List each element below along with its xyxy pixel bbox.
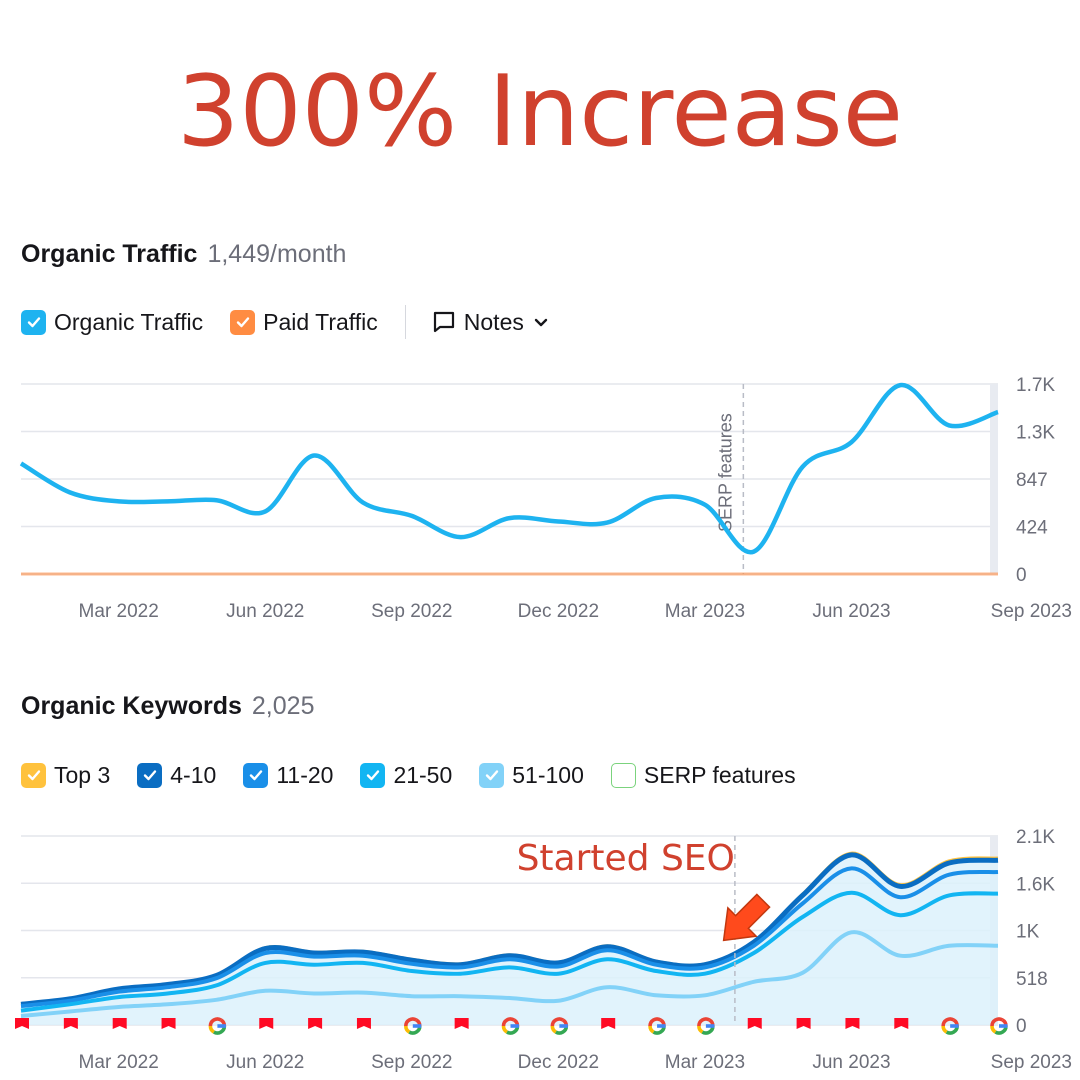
flag-marker-icon[interactable] <box>308 1018 323 1029</box>
traffic-title: Organic Traffic <box>21 240 198 268</box>
flag-marker-icon[interactable] <box>15 1018 29 1029</box>
checkbox-checked-icon[interactable] <box>243 762 269 788</box>
x-tick-label: Mar 2023 <box>665 1052 745 1073</box>
x-tick-label: Dec 2022 <box>518 601 599 622</box>
chart-scroll-edge <box>990 384 998 574</box>
traffic-legend: Organic Traffic Paid Traffic Notes <box>21 305 550 339</box>
legend-label: 4-10 <box>170 761 217 788</box>
x-tick-label: Dec 2022 <box>518 1052 599 1073</box>
checkbox-checked-icon[interactable] <box>21 762 46 788</box>
legend-label: 21-50 <box>393 761 453 788</box>
x-tick-label: Jun 2023 <box>812 601 890 622</box>
flag-marker-icon[interactable] <box>356 1018 371 1029</box>
legend-label: SERP features <box>643 761 796 788</box>
keywords-title: Organic Keywords <box>21 692 242 720</box>
legend-top-3[interactable]: Top 3 <box>21 762 110 789</box>
x-tick-label: Sep 2023 <box>991 601 1072 622</box>
y-tick-label: 424 <box>1016 518 1048 539</box>
google-marker-icon[interactable] <box>501 1017 520 1035</box>
y-tick-label: 847 <box>1016 470 1048 491</box>
flag-marker-icon[interactable] <box>63 1018 78 1029</box>
checkbox-checked-icon[interactable] <box>230 309 256 335</box>
flag-marker-icon[interactable] <box>601 1018 616 1029</box>
legend-divider <box>404 305 406 339</box>
keywords-series-21-50-line <box>20 890 999 1013</box>
flag-marker-icon[interactable] <box>454 1018 469 1029</box>
keywords-metric: 2,025 <box>251 692 315 720</box>
google-marker-icon[interactable] <box>208 1017 227 1035</box>
checkbox-checked-icon[interactable] <box>360 762 386 788</box>
legend-4-10[interactable]: 4-10 <box>137 762 216 789</box>
x-tick-label: Sep 2022 <box>371 1052 452 1073</box>
legend-label: Paid Traffic <box>263 308 378 335</box>
google-marker-icon[interactable] <box>648 1017 666 1035</box>
legend-label: 11-20 <box>276 761 334 788</box>
organic-traffic-line <box>19 382 999 555</box>
headline: 300% Increase <box>176 55 904 169</box>
keywords-legend: Top 3 4-10 11-20 21-50 51-100 SERP featu… <box>21 758 823 792</box>
x-tick-label: Sep 2023 <box>991 1052 1072 1073</box>
y-tick-label: 1.3K <box>1016 423 1055 444</box>
keywords-series-11-20-line <box>20 866 999 1009</box>
flag-marker-icon[interactable] <box>747 1018 762 1029</box>
legend-serp-features[interactable]: SERP features <box>610 761 796 789</box>
y-tick-label: 0 <box>1016 565 1027 586</box>
google-marker-icon[interactable] <box>550 1017 569 1035</box>
x-tick-label: Mar 2022 <box>79 1052 159 1073</box>
x-tick-label: Sep 2022 <box>371 601 452 622</box>
keywords-section-title: Organic Keywords 2,025 <box>21 692 314 721</box>
x-tick-label: Mar 2023 <box>665 601 745 622</box>
arrow-down-icon <box>722 893 771 942</box>
checkbox-checked-icon[interactable] <box>479 762 505 788</box>
y-tick-label: 1K <box>1016 922 1040 943</box>
keywords-series-4-10-line <box>20 852 999 1007</box>
notes-label: Notes <box>463 308 524 335</box>
google-marker-icon[interactable] <box>697 1017 715 1035</box>
x-tick-label: Mar 2022 <box>79 601 159 622</box>
checkbox-checked-icon[interactable] <box>21 309 46 335</box>
google-marker-icon[interactable] <box>990 1017 1008 1035</box>
x-tick-label: Jun 2023 <box>812 1052 890 1073</box>
traffic-section-title: Organic Traffic 1,449/month <box>21 240 346 269</box>
google-marker-icon[interactable] <box>941 1017 959 1035</box>
legend-21-50[interactable]: 21-50 <box>360 762 452 789</box>
legend-paid-traffic[interactable]: Paid Traffic <box>230 309 378 336</box>
legend-organic-traffic[interactable]: Organic Traffic <box>21 309 203 336</box>
x-tick-label: Jun 2022 <box>226 601 304 622</box>
keywords-series-51-100-line <box>20 930 999 1018</box>
traffic-metric: 1,449/month <box>207 240 347 268</box>
y-tick-label: 1.7K <box>1016 375 1055 396</box>
flag-marker-icon[interactable] <box>796 1018 811 1029</box>
legend-label: 51-100 <box>512 761 584 788</box>
y-gridlines <box>21 383 998 528</box>
y-tick-label: 2.1K <box>1016 827 1055 848</box>
chevron-down-icon <box>534 318 548 327</box>
google-marker-icon[interactable] <box>403 1017 422 1035</box>
flag-marker-icon[interactable] <box>845 1018 860 1029</box>
started-seo-annotation: Started SEO <box>517 838 735 879</box>
y-tick-label: 518 <box>1016 969 1048 990</box>
checkbox-unchecked-icon[interactable] <box>610 762 636 788</box>
flag-marker-icon[interactable] <box>112 1018 127 1029</box>
legend-51-100[interactable]: 51-100 <box>479 762 584 789</box>
legend-label: Top 3 <box>54 761 111 788</box>
comment-icon <box>433 311 454 333</box>
x-tick-label: Jun 2022 <box>226 1052 304 1073</box>
y-tick-label: 1.6K <box>1016 874 1055 895</box>
checkbox-checked-icon[interactable] <box>137 762 163 788</box>
flag-marker-icon[interactable] <box>894 1018 909 1029</box>
flag-marker-icon[interactable] <box>161 1018 176 1029</box>
serp-features-annotation: SERP features <box>715 413 735 532</box>
flag-marker-icon[interactable] <box>259 1018 274 1029</box>
legend-label: Organic Traffic <box>54 308 204 335</box>
y-tick-label: 0 <box>1016 1016 1027 1037</box>
legend-11-20[interactable]: 11-20 <box>243 762 333 789</box>
notes-dropdown[interactable]: Notes <box>432 309 550 336</box>
